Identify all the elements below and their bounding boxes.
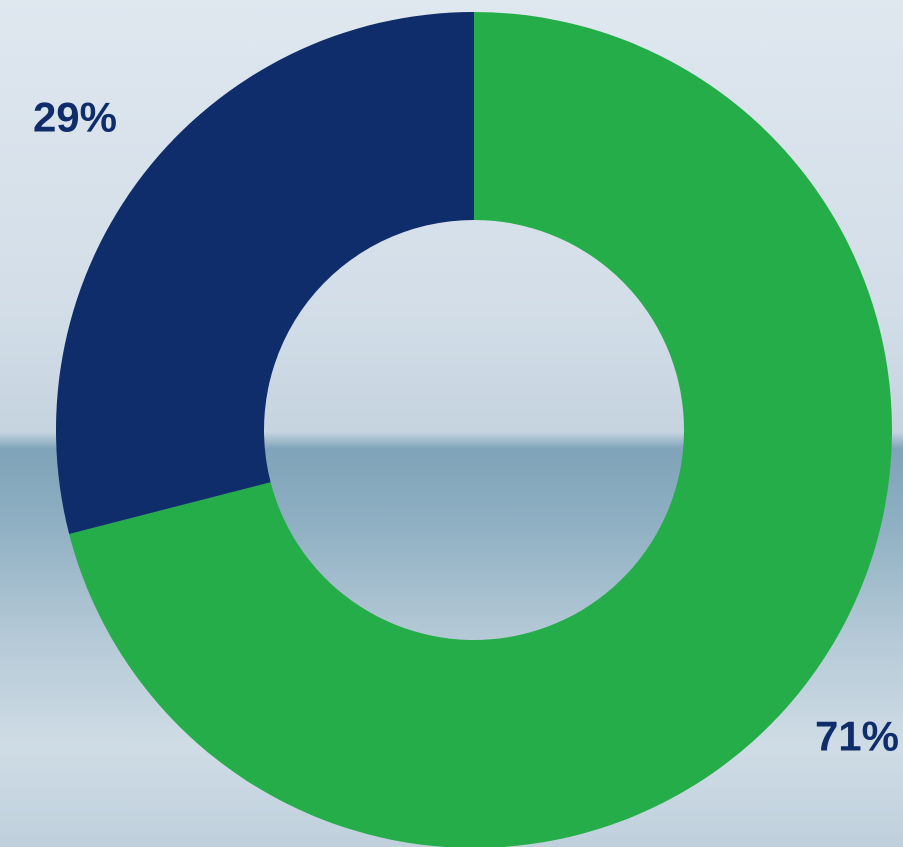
donut-segment xyxy=(69,12,892,847)
data-label: 71% xyxy=(815,713,899,760)
data-label: 29% xyxy=(33,94,117,141)
donut-segment xyxy=(55,12,474,534)
